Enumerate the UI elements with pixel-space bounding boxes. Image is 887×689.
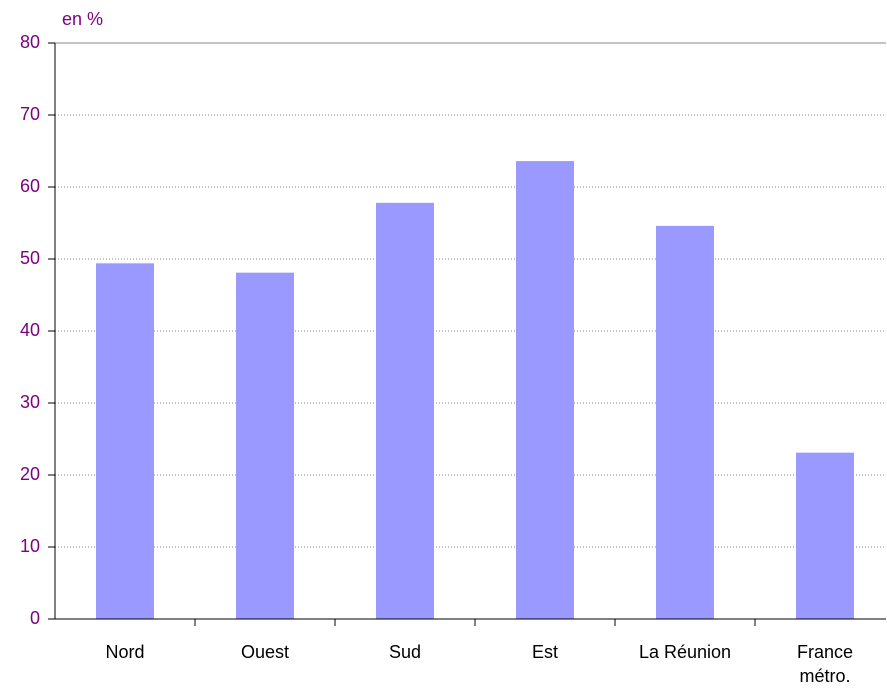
x-tick-label: France métro. <box>796 642 854 686</box>
bar <box>96 263 154 619</box>
bar <box>376 202 434 619</box>
x-tick-label: Nord <box>105 642 145 662</box>
x-tick-label: Ouest <box>240 642 290 662</box>
bar <box>516 161 574 619</box>
bar <box>236 272 294 619</box>
y-tick-label: 70 <box>20 104 40 124</box>
y-tick-label: 50 <box>20 248 40 268</box>
y-tick-label: 40 <box>20 320 40 340</box>
bar <box>656 225 714 619</box>
y-tick-label: 20 <box>20 464 40 484</box>
y-tick-label: 0 <box>30 608 40 628</box>
y-tick-label: 60 <box>20 176 40 196</box>
x-tick-label: La Réunion <box>638 642 732 662</box>
y-tick-label: 80 <box>20 32 40 52</box>
y-tick-label: 10 <box>20 536 40 556</box>
y-axis-label: en % <box>62 9 103 29</box>
y-tick-label: 30 <box>20 392 40 412</box>
bar <box>796 452 854 619</box>
x-tick-label: Est <box>531 642 558 662</box>
x-tick-label: Sud <box>388 642 422 662</box>
